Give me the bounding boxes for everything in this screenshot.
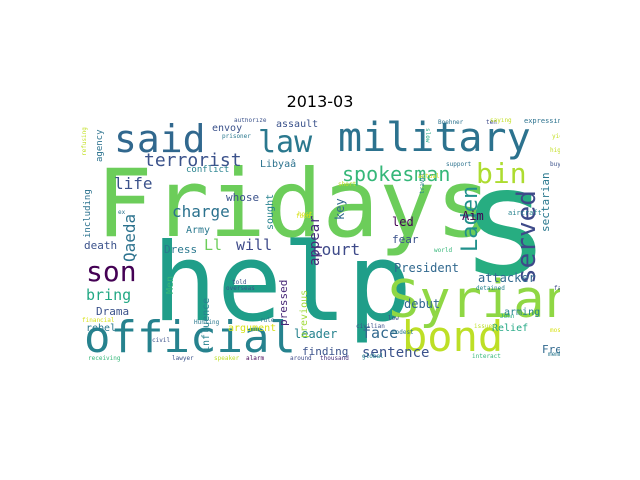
cloud-word: bring bbox=[86, 286, 132, 304]
cloud-word: Libyaâ bbox=[260, 159, 297, 170]
cloud-word: Drama bbox=[96, 305, 130, 318]
cloud-word: ten bbox=[486, 119, 497, 126]
cloud-word: Boehner bbox=[438, 119, 464, 126]
cloud-word: death bbox=[84, 239, 118, 252]
cloud-word: aircraft bbox=[508, 209, 542, 217]
cloud-word: s bbox=[460, 136, 551, 310]
cloud-word: served bbox=[512, 190, 542, 284]
cloud-word: law bbox=[258, 125, 313, 160]
cloud-word: detained bbox=[476, 285, 505, 292]
cloud-word: including bbox=[83, 189, 93, 238]
cloud-word: agency bbox=[95, 129, 105, 162]
cloud-word: assault bbox=[276, 119, 319, 130]
cloud-word: spokesman bbox=[342, 162, 451, 186]
cloud-word: alarm bbox=[246, 355, 265, 362]
cloud-word: envoy bbox=[212, 123, 243, 134]
word-cloud: Fridays help s military Syrian official … bbox=[80, 118, 560, 363]
cloud-word: refusing bbox=[81, 127, 88, 156]
cloud-word: Syrian bbox=[388, 270, 560, 330]
cloud-word: slow bbox=[424, 128, 431, 143]
cloud-word: President bbox=[394, 261, 460, 275]
cloud-word: civil bbox=[152, 337, 171, 344]
cloud-word: John bbox=[500, 313, 515, 320]
cloud-word: help bbox=[152, 221, 413, 346]
cloud-word: life bbox=[114, 174, 153, 193]
cloud-word: debut bbox=[404, 297, 441, 311]
cloud-word: modest bbox=[392, 329, 414, 336]
cloud-word: interact bbox=[472, 353, 501, 360]
cloud-word: bond bbox=[402, 312, 504, 361]
cloud-word: short bbox=[338, 181, 357, 188]
cloud-word: speaker bbox=[214, 355, 240, 362]
cloud-word: saying bbox=[490, 118, 512, 124]
cloud-word: Islamist bbox=[557, 234, 560, 278]
cloud-word: sentence bbox=[362, 345, 430, 361]
cloud-word: civilian bbox=[356, 323, 385, 330]
cloud-word: arming bbox=[504, 307, 541, 318]
cloud-word: fear bbox=[392, 233, 419, 246]
cloud-word: key bbox=[333, 198, 347, 220]
cloud-word: face bbox=[362, 324, 399, 342]
cloud-word: low bbox=[388, 315, 399, 322]
cloud-word: expressing bbox=[524, 118, 560, 125]
cloud-word: world bbox=[434, 247, 453, 254]
cloud-word: fall bbox=[554, 285, 560, 292]
cloud-word: receiving bbox=[88, 355, 121, 362]
cloud-word: member bbox=[548, 351, 560, 358]
cloud-word: said bbox=[114, 118, 206, 161]
cloud-word: leader bbox=[294, 327, 338, 341]
cloud-word: ex bbox=[118, 209, 126, 216]
cloud-word: Aim bbox=[462, 209, 484, 223]
cloud-word: around bbox=[290, 355, 312, 362]
cloud-word: global bbox=[362, 353, 384, 360]
cloud-word: Hunting bbox=[194, 319, 220, 326]
cloud-word: buyer bbox=[550, 161, 560, 168]
cloud-word: Dress bbox=[164, 243, 198, 256]
cloud-word: previous bbox=[299, 289, 310, 338]
cloud-word: court bbox=[312, 240, 361, 259]
cloud-word: whose bbox=[226, 191, 260, 204]
cloud-word: thousand bbox=[320, 355, 349, 362]
cloud-word: actual bbox=[418, 173, 440, 180]
cloud-word: son bbox=[86, 255, 137, 288]
cloud-word: attacker bbox=[478, 271, 536, 285]
cloud-word: rule bbox=[260, 317, 275, 324]
cloud-word: food bbox=[296, 213, 311, 220]
cloud-word: pressed bbox=[277, 279, 290, 326]
cloud-word: authorize bbox=[234, 118, 267, 124]
cloud-word: Ll bbox=[204, 236, 223, 254]
cloud-word: Fridays bbox=[96, 150, 493, 259]
cloud-word: terrorist bbox=[144, 150, 242, 171]
cloud-word: mosque bbox=[550, 327, 560, 334]
cloud-word: official bbox=[84, 312, 296, 363]
cloud-word: finding bbox=[302, 345, 349, 358]
cloud-word: support bbox=[446, 161, 472, 168]
cloud-word: Army bbox=[186, 225, 211, 236]
cloud-word: Qaeda bbox=[120, 213, 139, 262]
cloud-word: told bbox=[232, 279, 247, 286]
cloud-word: sought bbox=[265, 193, 276, 230]
cloud-word: Relief bbox=[492, 323, 529, 334]
cloud-word: yield bbox=[552, 133, 560, 140]
cloud-word: issued bbox=[474, 323, 496, 330]
cloud-word: will bbox=[236, 236, 273, 254]
cloud-word: military bbox=[338, 118, 531, 161]
page-title: 2013-03 bbox=[286, 92, 354, 111]
cloud-word: prisoner bbox=[222, 133, 251, 140]
cloud-word: higher bbox=[550, 147, 560, 154]
cloud-word: financial bbox=[82, 317, 115, 324]
cloud-word: argument bbox=[228, 323, 277, 334]
cloud-word: appear bbox=[307, 215, 323, 266]
cloud-word: led bbox=[392, 215, 414, 229]
cloud-word: charge bbox=[172, 202, 230, 221]
cloud-word: conflict bbox=[186, 165, 230, 175]
cloud-word: sectarian bbox=[539, 172, 552, 232]
cloud-word: Free bbox=[542, 343, 560, 356]
cloud-word: lawyer bbox=[172, 355, 194, 362]
cloud-word: rebel bbox=[86, 323, 117, 334]
cloud-word: bin bbox=[476, 157, 527, 190]
cloud-word: overseas bbox=[226, 285, 255, 292]
cloud-word: host bbox=[298, 211, 313, 218]
cloud-word: Men bbox=[165, 275, 176, 294]
